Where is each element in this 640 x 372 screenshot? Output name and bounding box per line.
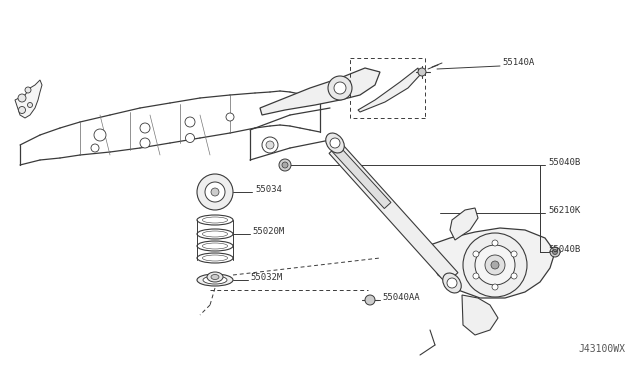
Circle shape	[282, 162, 288, 168]
Circle shape	[226, 113, 234, 121]
Circle shape	[485, 255, 505, 275]
Polygon shape	[358, 68, 420, 112]
Circle shape	[19, 106, 26, 113]
Circle shape	[511, 273, 517, 279]
Circle shape	[140, 123, 150, 133]
Ellipse shape	[326, 133, 344, 153]
Circle shape	[365, 295, 375, 305]
Circle shape	[334, 82, 346, 94]
Circle shape	[197, 174, 233, 210]
Circle shape	[491, 261, 499, 269]
Ellipse shape	[203, 276, 227, 284]
Circle shape	[91, 144, 99, 152]
Text: J43100WX: J43100WX	[578, 344, 625, 354]
Circle shape	[18, 94, 26, 102]
Circle shape	[552, 250, 557, 254]
Circle shape	[418, 68, 426, 76]
Circle shape	[266, 141, 274, 149]
Circle shape	[473, 273, 479, 279]
Polygon shape	[428, 228, 555, 298]
Circle shape	[185, 117, 195, 127]
Ellipse shape	[211, 275, 219, 279]
Circle shape	[262, 137, 278, 153]
Circle shape	[475, 245, 515, 285]
Circle shape	[463, 233, 527, 297]
Circle shape	[25, 87, 31, 93]
Text: 55040B: 55040B	[548, 244, 580, 253]
Ellipse shape	[207, 272, 223, 282]
Text: 55040B: 55040B	[548, 157, 580, 167]
Circle shape	[328, 76, 352, 100]
Text: 56210K: 56210K	[548, 205, 580, 215]
Circle shape	[211, 188, 219, 196]
Polygon shape	[260, 68, 380, 115]
Circle shape	[473, 251, 479, 257]
Polygon shape	[329, 142, 458, 283]
Circle shape	[330, 138, 340, 148]
Circle shape	[511, 251, 517, 257]
Circle shape	[447, 278, 457, 288]
Circle shape	[94, 129, 106, 141]
Text: 55020M: 55020M	[252, 227, 284, 235]
Text: 55032M: 55032M	[250, 273, 282, 282]
Ellipse shape	[443, 273, 461, 293]
Text: 55140A: 55140A	[502, 58, 534, 67]
Polygon shape	[332, 145, 391, 209]
Polygon shape	[450, 208, 478, 240]
Circle shape	[140, 138, 150, 148]
Circle shape	[492, 240, 498, 246]
Circle shape	[28, 103, 33, 108]
Circle shape	[550, 247, 560, 257]
Circle shape	[186, 134, 195, 142]
Text: 55040AA: 55040AA	[382, 292, 420, 301]
Text: 55034: 55034	[255, 185, 282, 193]
Polygon shape	[15, 80, 42, 118]
Circle shape	[492, 284, 498, 290]
Ellipse shape	[197, 274, 233, 286]
Circle shape	[205, 182, 225, 202]
Circle shape	[279, 159, 291, 171]
Polygon shape	[462, 295, 498, 335]
